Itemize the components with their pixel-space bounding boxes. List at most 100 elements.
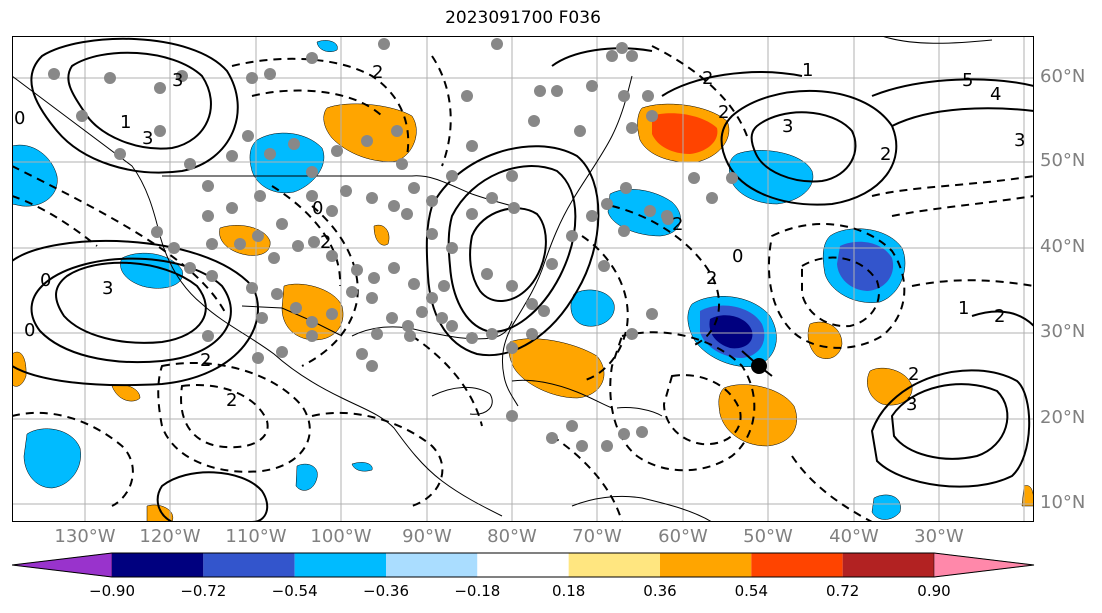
station-marker xyxy=(626,122,638,134)
station-marker xyxy=(226,150,238,162)
contour-dashed xyxy=(180,384,269,449)
station-marker xyxy=(306,52,318,64)
station-marker xyxy=(326,205,338,217)
colorbar-tick-label: 0.90 xyxy=(917,582,951,600)
contour-label: 5 xyxy=(962,70,973,91)
station-marker xyxy=(306,330,318,342)
neg-fill-westcoast xyxy=(12,144,58,207)
station-marker xyxy=(206,270,218,282)
station-marker xyxy=(426,228,438,240)
station-markers xyxy=(48,38,738,452)
station-marker xyxy=(388,262,400,274)
strong-neg-atl-east xyxy=(837,241,894,291)
contour-solid xyxy=(30,37,239,174)
contour-solid xyxy=(661,71,803,97)
station-marker xyxy=(461,90,473,102)
station-marker xyxy=(646,308,658,320)
contour-label: 3 xyxy=(142,128,153,149)
station-marker xyxy=(408,182,420,194)
colorbar-segment xyxy=(751,553,843,577)
latitude-label: 10°N xyxy=(1040,492,1086,513)
station-marker xyxy=(402,320,414,332)
station-marker xyxy=(446,170,458,182)
contour-dashed xyxy=(411,335,483,427)
station-marker xyxy=(340,185,352,197)
latitude-label: 60°N xyxy=(1040,66,1086,87)
contour-label: 1 xyxy=(120,112,131,133)
contour-solid xyxy=(55,261,207,344)
station-marker xyxy=(601,440,613,452)
contour-solid xyxy=(551,47,653,67)
contour-label: 2 xyxy=(706,268,717,289)
station-marker xyxy=(466,332,478,344)
colorbar-outline xyxy=(12,552,1035,578)
station-marker xyxy=(368,272,380,284)
station-marker xyxy=(386,312,398,324)
station-marker xyxy=(184,158,196,170)
contour-label: 2 xyxy=(372,62,383,83)
station-marker xyxy=(528,115,540,127)
station-marker xyxy=(366,360,378,372)
station-marker xyxy=(618,225,630,237)
contour-solid xyxy=(156,471,269,522)
contour-dashed xyxy=(801,256,880,328)
colorbar-tick-label: 0.18 xyxy=(551,582,586,600)
contour-label: 0 xyxy=(24,320,35,341)
station-marker xyxy=(306,316,318,328)
contour-dashed xyxy=(12,411,134,507)
station-marker xyxy=(426,292,438,304)
station-marker xyxy=(491,38,503,50)
station-marker xyxy=(546,432,558,444)
contour-solid xyxy=(890,383,1009,460)
contour-dashed xyxy=(767,223,906,349)
contour-dashed xyxy=(311,411,444,507)
contour-label: 1 xyxy=(802,60,813,81)
station-marker xyxy=(546,258,558,270)
station-marker xyxy=(416,306,428,318)
contour-label: 2 xyxy=(702,68,713,89)
neg-fill-sw xyxy=(23,428,81,489)
contour-dashed xyxy=(157,362,311,473)
station-marker xyxy=(226,202,238,214)
station-marker xyxy=(202,330,214,342)
longitude-label: 100°W xyxy=(310,526,372,547)
station-marker xyxy=(288,138,300,150)
station-marker xyxy=(48,68,60,80)
station-marker xyxy=(598,260,610,272)
pos-fill-se xyxy=(1021,485,1034,507)
colorbar-segment xyxy=(112,553,204,577)
station-marker xyxy=(292,240,304,252)
station-marker xyxy=(276,346,288,358)
contour-solid xyxy=(870,369,1031,488)
coastlines xyxy=(12,36,993,522)
station-marker xyxy=(486,192,498,204)
east-coast xyxy=(501,75,633,407)
station-marker xyxy=(391,125,403,137)
station-marker xyxy=(308,236,320,248)
contour-label: 2 xyxy=(200,350,211,371)
contour-dashed xyxy=(609,331,756,472)
station-marker xyxy=(620,182,632,194)
station-marker xyxy=(481,268,493,280)
contour-solid xyxy=(30,257,232,364)
station-marker xyxy=(331,145,343,157)
contour-label: 3 xyxy=(172,70,183,91)
colorbar-tick-label: −0.18 xyxy=(454,582,501,600)
station-marker xyxy=(586,80,598,92)
colorbar-segment xyxy=(203,553,295,577)
neg-fill-top xyxy=(316,40,338,52)
station-marker xyxy=(246,72,258,84)
contour-label: 0 xyxy=(14,108,25,129)
station-marker xyxy=(408,278,420,290)
longitude-label: 120°W xyxy=(139,526,201,547)
station-marker xyxy=(378,38,390,50)
yucatan xyxy=(431,387,493,415)
station-marker xyxy=(601,198,613,210)
colorbar xyxy=(12,552,1035,578)
station-marker xyxy=(361,135,373,147)
contour-label: 2 xyxy=(672,214,683,235)
pos-fill-mexico xyxy=(281,283,344,341)
contour-label: 0 xyxy=(312,198,323,219)
station-marker xyxy=(356,348,368,360)
